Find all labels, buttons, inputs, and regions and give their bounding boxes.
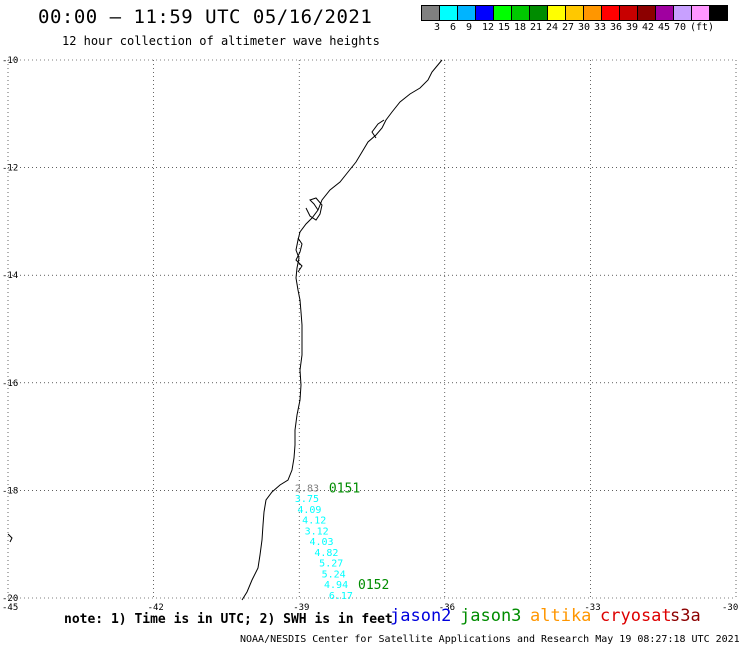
legend-swatch	[709, 5, 728, 21]
lon-tick-label: -42	[148, 603, 164, 613]
legend-label: 45	[658, 22, 671, 33]
wave-height-label: 4.12	[302, 516, 326, 527]
satellite-track: 2.833.754.094.123.124.034.825.275.244.94…	[295, 481, 389, 602]
legend-label: 24	[546, 22, 559, 33]
wave-height-label: 4.94	[324, 580, 348, 591]
wave-height-label: 3.75	[295, 494, 319, 505]
satellite-legend-s3a: s3a	[670, 606, 701, 626]
legend-label: 15	[498, 22, 511, 33]
satellite-legend-altika: altika	[530, 606, 592, 626]
lon-tick-label: -30	[722, 603, 738, 613]
legend-label: (ft)	[690, 22, 715, 33]
map-grid	[7, 59, 737, 599]
footnote: note: 1) Time is in UTC; 2) SWH is in fe…	[64, 612, 393, 627]
lon-tick-label: -33	[584, 603, 600, 613]
credits: NOAA/NESDIS Center for Satellite Applica…	[240, 634, 740, 645]
map-title: 00:00 – 11:59 UTC 05/16/2021	[38, 6, 373, 28]
wave-height-label: 4.03	[309, 537, 333, 548]
coastline-island	[371, 119, 385, 139]
coastline-offshore-mark	[7, 533, 13, 543]
legend-label: 9	[466, 22, 473, 33]
lat-tick-label: -12	[2, 164, 18, 174]
wave-height-label: 4.82	[314, 548, 338, 559]
axis-labels: -10 -12 -14 -16 -18 -20-45 -42 -39 -36 -33 -30	[2, 56, 738, 613]
wave-height-label: 5.24	[322, 569, 346, 580]
legend-label: 70	[674, 22, 687, 33]
satellite-legend-jason2: jason2	[390, 606, 452, 626]
lat-tick-label: -16	[2, 379, 18, 389]
lat-tick-label: -14	[2, 271, 18, 281]
lon-tick-label: -39	[293, 603, 309, 613]
lon-tick-label: -36	[439, 603, 455, 613]
legend-label: 21	[530, 22, 543, 33]
wave-height-label: 6.17	[329, 591, 353, 602]
lon-tick-label: -45	[2, 603, 18, 613]
wave-height-label: 4.09	[297, 505, 321, 516]
legend-label: 27	[562, 22, 575, 33]
coastline-estuary	[295, 237, 303, 273]
satellite-legend-jason3: jason3	[460, 606, 522, 626]
lat-tick-label: -10	[2, 56, 18, 66]
wave-height-label: 5.27	[319, 559, 343, 570]
legend-label: 12	[482, 22, 495, 33]
pass-time-label: 0151	[329, 481, 360, 496]
legend-label: 18	[514, 22, 527, 33]
legend-label: 39	[626, 22, 639, 33]
legend-label: 3	[434, 22, 441, 33]
legend-label: 42	[642, 22, 655, 33]
coastline-brazil	[241, 59, 443, 601]
satellite-legend-cryosat: cryosat	[600, 606, 672, 626]
coastline	[7, 59, 443, 601]
legend-label: 6	[450, 22, 457, 33]
wave-height-label: 3.12	[305, 526, 329, 537]
map-subtitle: 12 hour collection of altimeter wave hei…	[62, 34, 380, 48]
color-legend-labels: 3 6 9 12 15 18 21 24 27 30 33 36 39 42 45 70 (ft)	[422, 22, 740, 36]
pass-time-label: 0152	[358, 578, 389, 593]
lat-tick-label: -18	[2, 486, 18, 496]
legend-label: 36	[610, 22, 623, 33]
lat-tick-label: -20	[2, 594, 18, 604]
wave-height-label: 2.83	[295, 483, 319, 494]
legend-label: 30	[578, 22, 591, 33]
color-legend	[421, 5, 728, 21]
legend-label: 33	[594, 22, 607, 33]
coastline-bay	[305, 197, 323, 221]
